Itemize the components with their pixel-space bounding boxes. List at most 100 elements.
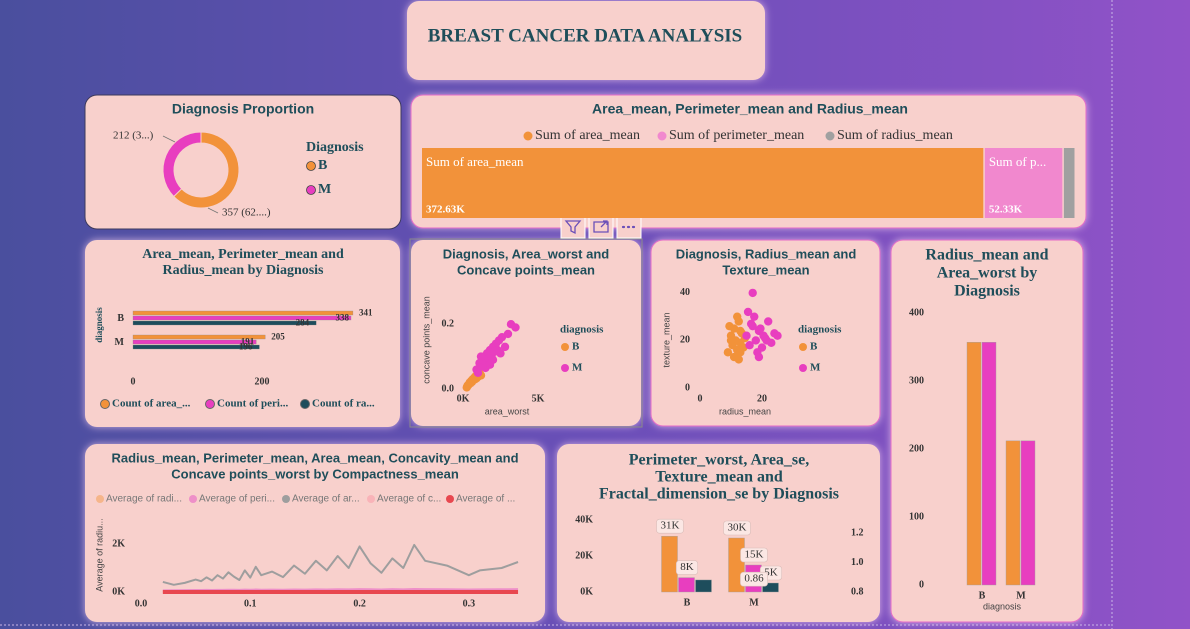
bar: [1005, 440, 1021, 586]
scatter-point: [725, 321, 734, 331]
label-box: [740, 547, 768, 563]
scatter-point: [736, 326, 745, 336]
data-label: 31K: [661, 520, 680, 532]
scatter-point: [742, 331, 751, 340]
filter-icon: [564, 220, 582, 235]
legend-marker: [799, 343, 807, 351]
legend-marker: [100, 399, 110, 409]
bar: [132, 334, 266, 340]
y-tick-label: 200: [909, 443, 924, 454]
y-tick-label: 1.0: [851, 557, 864, 568]
legend-marker: [799, 364, 807, 372]
bar: [762, 582, 779, 593]
scatter-point: [511, 323, 520, 332]
y-axis-title: concave points_mean: [421, 296, 431, 384]
dashboard-title: BREAST CANCER DATA ANALYSIS: [428, 25, 742, 46]
bar-segment: [422, 148, 984, 218]
chart-title: Texture_mean: [722, 262, 809, 277]
donut-slice: [173, 131, 240, 209]
y-tick-label: 20: [680, 335, 690, 346]
label-box: [740, 571, 768, 587]
filter-button[interactable]: [560, 214, 586, 239]
selection-frame: [409, 238, 643, 428]
x-tick-label: 0: [698, 393, 703, 404]
legend-marker: [825, 131, 835, 141]
data-label: 15K: [745, 549, 764, 561]
bar: [695, 579, 712, 593]
y-tick-label: 300: [909, 375, 924, 386]
y-tick-label: 40K: [575, 514, 593, 525]
bar: [132, 320, 317, 326]
scatter-point: [736, 348, 745, 357]
data-label: 341: [359, 308, 373, 318]
y-tick-label: M: [115, 337, 125, 348]
focus-icon: [593, 220, 609, 233]
scatter-point: [748, 288, 757, 298]
line-series: [162, 588, 519, 592]
legend-marker: [561, 364, 569, 372]
panel: [85, 240, 400, 427]
scatter-point: [476, 352, 486, 361]
scatter-point: [723, 348, 733, 357]
data-label: 191: [241, 337, 255, 347]
legend-marker: [446, 495, 454, 503]
chart-title: Radius_mean, Perimeter_mean, Area_mean, …: [111, 450, 518, 465]
scatter-point: [764, 317, 773, 326]
y-tick-label: 0.8: [851, 586, 864, 597]
legend-marker: [282, 495, 290, 503]
line-series: [162, 543, 519, 586]
legend-label: B: [572, 341, 580, 353]
scatter-point: [745, 341, 754, 350]
x-tick-label: 0.1: [244, 598, 257, 609]
bar: [966, 342, 982, 586]
scatter-point: [733, 312, 742, 321]
data-label: 212 (3...): [113, 130, 154, 142]
legend-label: B: [318, 158, 327, 173]
chart-title: Area_mean, Perimeter_mean and Radius_mea…: [592, 101, 908, 117]
legend-label: Average of peri...: [199, 494, 275, 505]
panel: [84, 94, 402, 230]
label-box: [656, 518, 684, 534]
x-tick-label: B: [979, 590, 986, 601]
legend-label: Count of area_...: [112, 398, 191, 410]
legend-label: Sum of perimeter_mean: [669, 128, 804, 143]
chart-title: Concave points_worst by Compactness_mean: [171, 466, 459, 481]
scatter-point: [726, 336, 736, 345]
x-tick-label: 0: [131, 376, 136, 387]
chart-title: Area_worst by: [937, 265, 1038, 282]
visual-toolbar: [560, 214, 642, 239]
scatter-point: [734, 355, 743, 364]
data-label: 0.86: [744, 573, 764, 585]
scatter-point: [485, 360, 495, 369]
chart-title: Fractal_dimension_se by Diagnosis: [599, 486, 839, 503]
y-tick-label: 0K: [112, 586, 125, 597]
legend-label: B: [810, 341, 818, 353]
chart-title: Diagnosis: [954, 283, 1020, 300]
y-tick-label: 0.2: [442, 318, 455, 329]
legend-marker: [205, 399, 215, 409]
scatter-point: [754, 352, 764, 362]
y-tick-label: 40: [680, 287, 690, 298]
panel: [557, 444, 880, 622]
x-tick-label: M: [1016, 590, 1026, 601]
legend-marker: [96, 495, 104, 503]
bar: [132, 339, 257, 345]
legend-label: M: [810, 362, 821, 374]
bar: [132, 310, 354, 316]
panel: [85, 444, 545, 622]
legend-marker: [306, 185, 316, 195]
legend-label: Average of ...: [456, 494, 515, 505]
scatter-point: [496, 349, 505, 358]
legend-label: M: [318, 182, 331, 197]
legend-marker: [306, 161, 316, 171]
chart-title: Diagnosis Proportion: [172, 101, 314, 117]
segment-label: Sum of area_mean: [426, 154, 524, 169]
scatter-point: [773, 331, 782, 340]
legend-label: Sum of radius_mean: [837, 128, 953, 143]
y-tick-label: 100: [909, 511, 924, 522]
scatter-point: [500, 342, 510, 352]
legend-title: Diagnosis: [306, 140, 364, 155]
title-card: [407, 1, 765, 80]
bar-segment: [984, 148, 1063, 218]
